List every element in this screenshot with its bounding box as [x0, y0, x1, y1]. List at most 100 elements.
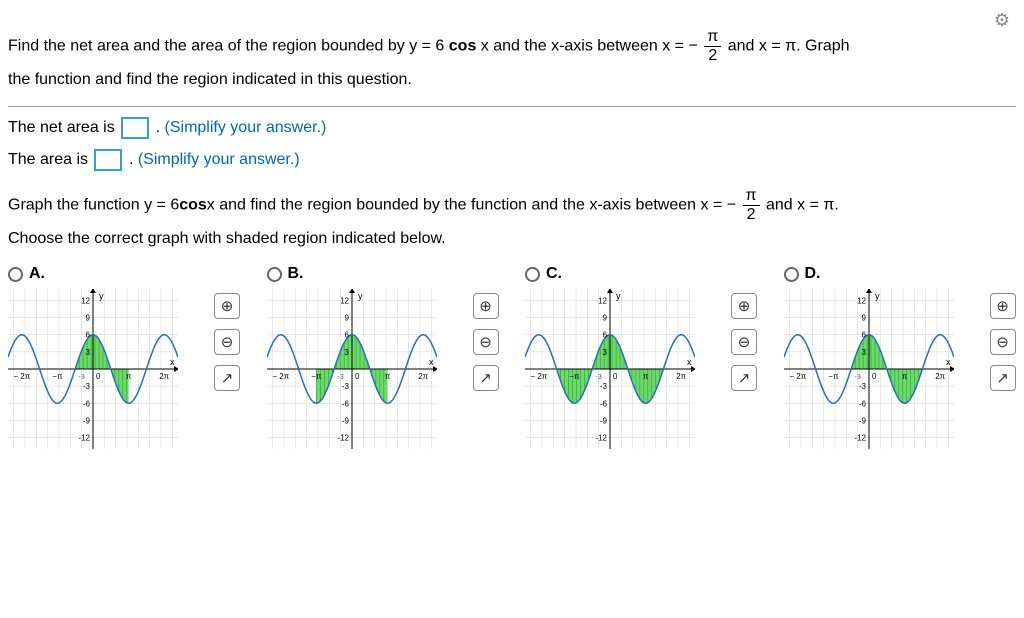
- zoom-in-icon[interactable]: ⊕: [731, 293, 757, 319]
- svg-text:3: 3: [861, 348, 866, 357]
- svg-text:2π: 2π: [418, 372, 428, 381]
- svg-text:-3: -3: [341, 383, 349, 392]
- zoom-in-icon[interactable]: ⊕: [214, 293, 240, 319]
- label-c: C.: [546, 265, 562, 283]
- svg-text:2π: 2π: [159, 372, 169, 381]
- svg-text:x: x: [687, 357, 692, 367]
- option-a: A. 12963-3-6-9-12− 2π−π0π2π-3yx ⊕ ⊖ ↗: [8, 265, 241, 469]
- svg-text:y: y: [99, 291, 104, 301]
- svg-text:-3: -3: [83, 383, 91, 392]
- svg-text:-3: -3: [600, 383, 608, 392]
- svg-text:-6: -6: [341, 400, 349, 409]
- question-text: Find the net area and the area of the re…: [8, 28, 1016, 96]
- graph-d: 12 9 6 3 -3 -6 -9 -12 − 2π −π 0 π 2π -3 y x: [784, 289, 954, 449]
- svg-text:-9: -9: [83, 417, 91, 426]
- open-icon[interactable]: ↗: [473, 365, 499, 391]
- open-icon[interactable]: ↗: [731, 365, 757, 391]
- svg-text:12: 12: [598, 297, 607, 306]
- svg-text:− 2π: − 2π: [13, 372, 30, 381]
- label-d: D.: [805, 265, 821, 283]
- svg-text:9: 9: [861, 314, 866, 323]
- svg-text:2π: 2π: [935, 372, 945, 381]
- q-line1b: x and the x-axis between x = −: [476, 37, 702, 54]
- open-icon[interactable]: ↗: [990, 365, 1016, 391]
- svg-text:6: 6: [344, 331, 349, 340]
- label-b: B.: [288, 265, 304, 283]
- svg-text:-3: -3: [854, 374, 860, 381]
- svg-text:− 2π: − 2π: [272, 372, 289, 381]
- open-icon[interactable]: ↗: [214, 365, 240, 391]
- svg-text:− 2π: − 2π: [789, 372, 806, 381]
- option-b: B. 12963-3-6-9-12− 2π−π0π2π-3yx ⊕ ⊖ ↗: [267, 265, 500, 469]
- svg-text:-12: -12: [595, 434, 607, 443]
- svg-text:6: 6: [86, 331, 91, 340]
- hint-net-area: (Simplify your answer.): [165, 119, 327, 136]
- svg-text:x: x: [946, 357, 951, 367]
- graph-a: 12963-3-6-9-12− 2π−π0π2π-3yx: [8, 289, 178, 449]
- zoom-out-icon[interactable]: ⊖: [731, 329, 757, 355]
- area-row: The area is . (Simplify your answer.): [8, 149, 1016, 171]
- svg-text:y: y: [616, 291, 621, 301]
- svg-text:x: x: [170, 357, 175, 367]
- svg-text:0: 0: [613, 372, 618, 381]
- svg-text:− 2π: − 2π: [530, 372, 547, 381]
- options-row: A. 12 9 6 3 -3 -6 -9 -12 − 2π −π 0 π 2π -3 y x ⊕ ⊖ ↗ B.…: [8, 265, 1016, 469]
- svg-text:2π: 2π: [676, 372, 686, 381]
- frac-pi-2: π2: [704, 28, 721, 64]
- graph-prompt: Graph the function y = 6cosx and find th…: [8, 187, 1016, 255]
- area-input[interactable]: [94, 149, 122, 171]
- svg-text:-3: -3: [858, 383, 866, 392]
- radio-b[interactable]: [267, 267, 282, 282]
- svg-text:y: y: [875, 291, 880, 301]
- gear-icon[interactable]: ⚙: [994, 10, 1010, 28]
- svg-text:-6: -6: [600, 400, 608, 409]
- radio-c[interactable]: [525, 267, 540, 282]
- zoom-out-icon[interactable]: ⊖: [990, 329, 1016, 355]
- label-a: A.: [29, 265, 45, 283]
- zoom-out-icon[interactable]: ⊖: [214, 329, 240, 355]
- svg-text:-9: -9: [341, 417, 349, 426]
- zoom-out-icon[interactable]: ⊖: [473, 329, 499, 355]
- radio-d[interactable]: [784, 267, 799, 282]
- svg-text:0: 0: [96, 372, 101, 381]
- svg-text:y: y: [358, 291, 363, 301]
- svg-text:3: 3: [86, 348, 91, 357]
- svg-text:-3: -3: [337, 374, 343, 381]
- svg-text:0: 0: [872, 372, 877, 381]
- svg-text:π: π: [901, 372, 907, 381]
- svg-text:-9: -9: [858, 417, 866, 426]
- svg-text:π: π: [384, 372, 390, 381]
- svg-text:−π: −π: [311, 372, 322, 381]
- net-area-input[interactable]: [121, 117, 149, 139]
- svg-text:−π: −π: [828, 372, 839, 381]
- zoom-in-icon[interactable]: ⊕: [473, 293, 499, 319]
- option-d: D. 12 9 6 3 -3 -6 -9 -12 − 2π −π 0 π 2π -3 y x ⊕ ⊖ ↗: [784, 265, 1017, 469]
- graph-b: 12963-3-6-9-12− 2π−π0π2π-3yx: [267, 289, 437, 449]
- q-line1a: Find the net area and the area of the re…: [8, 37, 449, 54]
- option-c: C. 12963-3-6-9-12− 2π−π0π2π-3yx ⊕ ⊖ ↗: [525, 265, 758, 469]
- svg-text:6: 6: [861, 331, 866, 340]
- svg-text:9: 9: [86, 314, 91, 323]
- zoom-in-icon[interactable]: ⊕: [990, 293, 1016, 319]
- q-line1c: and x = π. Graph: [723, 37, 849, 54]
- svg-text:3: 3: [344, 348, 349, 357]
- svg-text:-12: -12: [337, 434, 349, 443]
- svg-text:-6: -6: [858, 400, 866, 409]
- svg-text:9: 9: [603, 314, 608, 323]
- svg-text:−π: −π: [569, 372, 580, 381]
- net-area-row: The net area is . (Simplify your answer.…: [8, 117, 1016, 139]
- radio-a[interactable]: [8, 267, 23, 282]
- svg-text:-6: -6: [83, 400, 91, 409]
- svg-text:12: 12: [857, 297, 866, 306]
- svg-text:12: 12: [81, 297, 90, 306]
- svg-text:−π: −π: [52, 372, 63, 381]
- svg-text:-3: -3: [596, 374, 602, 381]
- hint-area: (Simplify your answer.): [138, 151, 300, 168]
- svg-text:12: 12: [340, 297, 349, 306]
- graph-c: 12963-3-6-9-12− 2π−π0π2π-3yx: [525, 289, 695, 449]
- svg-text:-9: -9: [600, 417, 608, 426]
- svg-text:π: π: [126, 372, 132, 381]
- svg-text:-12: -12: [854, 434, 866, 443]
- svg-text:6: 6: [603, 331, 608, 340]
- separator: [8, 106, 1016, 107]
